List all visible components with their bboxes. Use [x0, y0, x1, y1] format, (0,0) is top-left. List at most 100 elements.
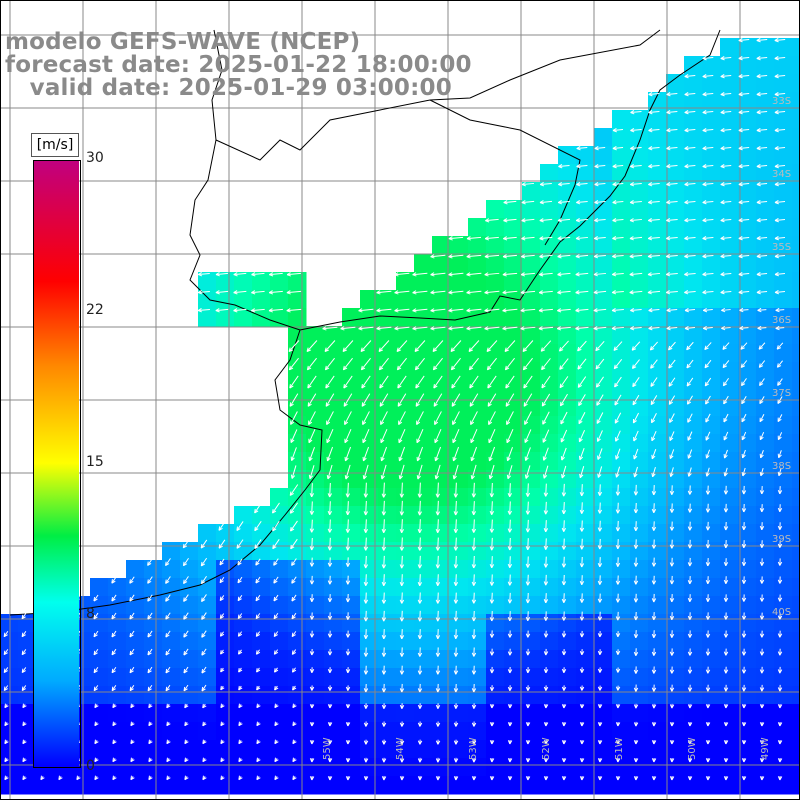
wind-arrow: [669, 775, 675, 781]
lon-tick-label: 54W: [395, 737, 406, 760]
wind-arrow: [451, 393, 461, 407]
wind-arrow: [345, 648, 351, 656]
wind-cell: [486, 596, 505, 615]
wind-arrow: [651, 575, 657, 585]
wind-arrow: [740, 360, 748, 368]
wind-arrow: [669, 757, 675, 763]
wind-arrow: [93, 685, 99, 692]
wind-arrow: [543, 538, 549, 550]
wind-cell: [648, 326, 667, 345]
wind-cell: [216, 524, 235, 543]
wind-arrow: [397, 393, 407, 407]
wind-arrow: [165, 594, 171, 602]
wind-arrow: [453, 647, 459, 657]
wind-arrow: [704, 359, 712, 369]
wind-cell: [540, 722, 559, 741]
wind-arrow: [502, 290, 518, 295]
wind-cell: [144, 686, 163, 705]
wind-arrow: [630, 110, 642, 115]
wind-arrow: [488, 464, 495, 480]
wind-cell: [792, 290, 800, 309]
wind-arrow: [759, 468, 764, 477]
wind-cell: [216, 758, 235, 777]
wind-cell: [468, 488, 487, 507]
wind-arrow: [759, 432, 765, 441]
wind-arrow: [471, 482, 476, 498]
wind-cell: [666, 596, 685, 615]
wind-cell: [540, 614, 559, 633]
wind-cell: [540, 344, 559, 363]
wind-cell: [234, 776, 253, 795]
wind-cell: [450, 434, 469, 453]
wind-arrow: [775, 307, 785, 313]
wind-arrow: [381, 482, 386, 498]
wind-arrow: [450, 340, 462, 352]
wind-arrow: [507, 592, 513, 604]
wind-arrow: [22, 721, 27, 727]
wind-cell: [612, 290, 631, 309]
wind-arrow: [633, 539, 639, 549]
wind-arrow: [399, 703, 405, 709]
wind-cell: [720, 686, 739, 705]
wind-cell: [180, 704, 199, 723]
wind-arrow: [381, 721, 387, 727]
wind-cell: [108, 668, 127, 687]
wind-cell: [108, 722, 127, 741]
wind-cell: [306, 326, 325, 345]
wind-arrow: [111, 630, 117, 638]
wind-arrow: [165, 666, 171, 674]
wind-arrow: [611, 308, 624, 313]
wind-cell: [396, 326, 415, 345]
wind-arrow: [524, 447, 531, 461]
wind-cell: [666, 740, 685, 759]
wind-arrow: [342, 340, 354, 352]
wind-arrow: [647, 218, 660, 223]
wind-cell: [432, 506, 451, 525]
wind-cell: [108, 650, 127, 669]
wind-arrow: [417, 683, 423, 693]
wind-cell: [612, 272, 631, 291]
wind-arrow: [129, 666, 135, 674]
wind-arrow: [741, 648, 747, 656]
wind-cell: [378, 506, 397, 525]
wind-cell: [342, 416, 361, 435]
wind-arrow: [647, 236, 660, 241]
wind-cell: [738, 74, 757, 93]
wind-arrow: [416, 464, 423, 480]
wind-arrow: [507, 483, 513, 498]
wind-arrow: [4, 775, 9, 781]
wind-cell: [558, 290, 577, 309]
wind-arrow: [416, 429, 424, 444]
wind-arrow: [705, 648, 711, 656]
wind-cell: [342, 614, 361, 633]
wind-arrow: [94, 721, 99, 727]
wind-arrow: [399, 482, 404, 498]
wind-cell: [288, 614, 307, 633]
wind-cell: [684, 668, 703, 687]
wind-cell: [756, 74, 775, 93]
wind-arrow: [525, 648, 531, 656]
wind-cell: [792, 272, 800, 291]
wind-arrow: [21, 612, 27, 620]
wind-arrow: [470, 411, 478, 425]
wind-cell: [684, 272, 703, 291]
wind-cell: [450, 254, 469, 273]
wind-arrow: [741, 522, 747, 531]
wind-arrow: [112, 739, 117, 745]
wind-cell: [738, 632, 757, 651]
wind-arrow: [669, 703, 675, 709]
wind-arrow: [433, 393, 443, 407]
wind-arrow: [759, 612, 765, 620]
wind-arrow: [722, 377, 730, 387]
wind-cell: [702, 776, 721, 795]
wind-arrow: [666, 325, 678, 331]
wind-cell: [378, 650, 397, 669]
wind-arrow: [630, 326, 642, 331]
wind-arrow: [307, 393, 317, 407]
wind-arrow: [594, 145, 606, 151]
wind-arrow: [777, 739, 783, 745]
wind-cell: [684, 326, 703, 345]
wind-arrow: [723, 648, 729, 656]
wind-cell: [648, 704, 667, 723]
wind-arrow: [453, 683, 459, 693]
